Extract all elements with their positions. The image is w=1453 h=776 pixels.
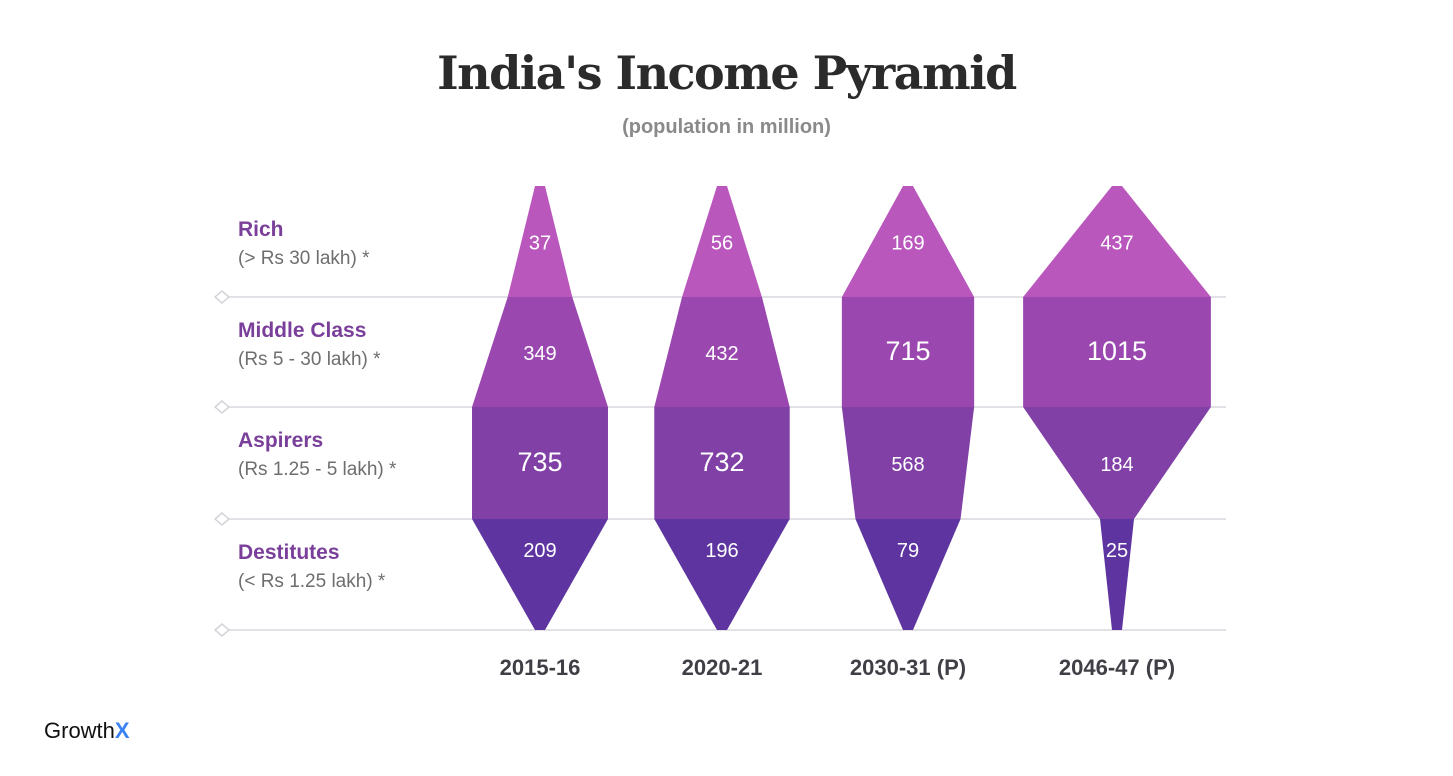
value-label: 349 xyxy=(523,343,556,365)
value-labels: 37 349 735 209 56 432 732 196 169 715 568 79 437 1015… xyxy=(517,233,1147,563)
pyramid-segment xyxy=(682,186,762,297)
pyramid-segment xyxy=(472,407,608,519)
pyramid-segment xyxy=(654,297,790,407)
value-label: 735 xyxy=(517,447,562,477)
pyramid-segment xyxy=(855,519,961,630)
value-label: 25 xyxy=(1106,540,1128,562)
pyramid-segment xyxy=(654,407,790,519)
pyramid-segment xyxy=(472,519,608,630)
value-label: 1015 xyxy=(1087,336,1147,366)
value-label: 196 xyxy=(705,540,738,562)
value-label: 437 xyxy=(1100,233,1133,255)
gridline-marker xyxy=(213,290,231,304)
value-label: 56 xyxy=(711,233,733,255)
gridline-marker xyxy=(213,512,231,526)
row-label-title: Destitutes xyxy=(238,541,340,564)
pyramid-segment xyxy=(1023,186,1211,297)
pyramid-segment xyxy=(841,407,975,519)
row-labels: Rich (> Rs 30 lakh) * Middle Class (Rs 5 - … xyxy=(238,218,397,592)
value-label: 169 xyxy=(891,233,924,255)
gridline-marker xyxy=(213,623,231,637)
value-label: 37 xyxy=(529,233,551,255)
pyramid-segment xyxy=(1023,297,1211,407)
row-label-title: Middle Class xyxy=(238,319,366,342)
gridline-marker xyxy=(213,400,231,414)
pyramid-segment xyxy=(1099,519,1135,630)
value-label: 568 xyxy=(891,454,924,476)
x-tick-label: 2030-31 (P) xyxy=(850,655,966,680)
row-label-title: Rich xyxy=(238,218,284,241)
pyramid-segment xyxy=(1023,407,1211,519)
row-label-title: Aspirers xyxy=(238,429,323,452)
chart-title: India's Income Pyramid xyxy=(437,46,1017,100)
row-label-range: (Rs 1.25 - 5 lakh) * xyxy=(238,459,397,480)
pyramid-segment xyxy=(472,297,608,407)
x-tick-label: 2015-16 xyxy=(500,655,581,680)
value-label: 432 xyxy=(705,343,738,365)
value-label: 732 xyxy=(699,447,744,477)
value-label: 715 xyxy=(885,336,930,366)
pyramid-segment xyxy=(841,186,975,297)
brand-name: Growth xyxy=(44,718,115,743)
value-label: 79 xyxy=(897,540,919,562)
row-label-range: (Rs 5 - 30 lakh) * xyxy=(238,349,381,370)
growthx-logo: GrowthX xyxy=(44,718,130,744)
pyramid-segment xyxy=(654,519,790,630)
x-tick-label: 2020-21 xyxy=(682,655,763,680)
x-axis-ticks: 2015-16 2020-21 2030-31 (P) 2046-47 (P) xyxy=(500,655,1175,680)
value-label: 184 xyxy=(1100,454,1133,476)
x-tick-label: 2046-47 (P) xyxy=(1059,655,1175,680)
row-label-range: (< Rs 1.25 lakh) * xyxy=(238,571,386,592)
pyramid-segment xyxy=(507,186,573,297)
pyramid-shapes xyxy=(472,186,1211,630)
brand-accent: X xyxy=(114,718,130,743)
row-label-range: (> Rs 30 lakh) * xyxy=(238,248,370,269)
pyramid-segment xyxy=(841,297,975,407)
chart-subtitle: (population in million) xyxy=(622,116,831,138)
value-label: 209 xyxy=(523,540,556,562)
